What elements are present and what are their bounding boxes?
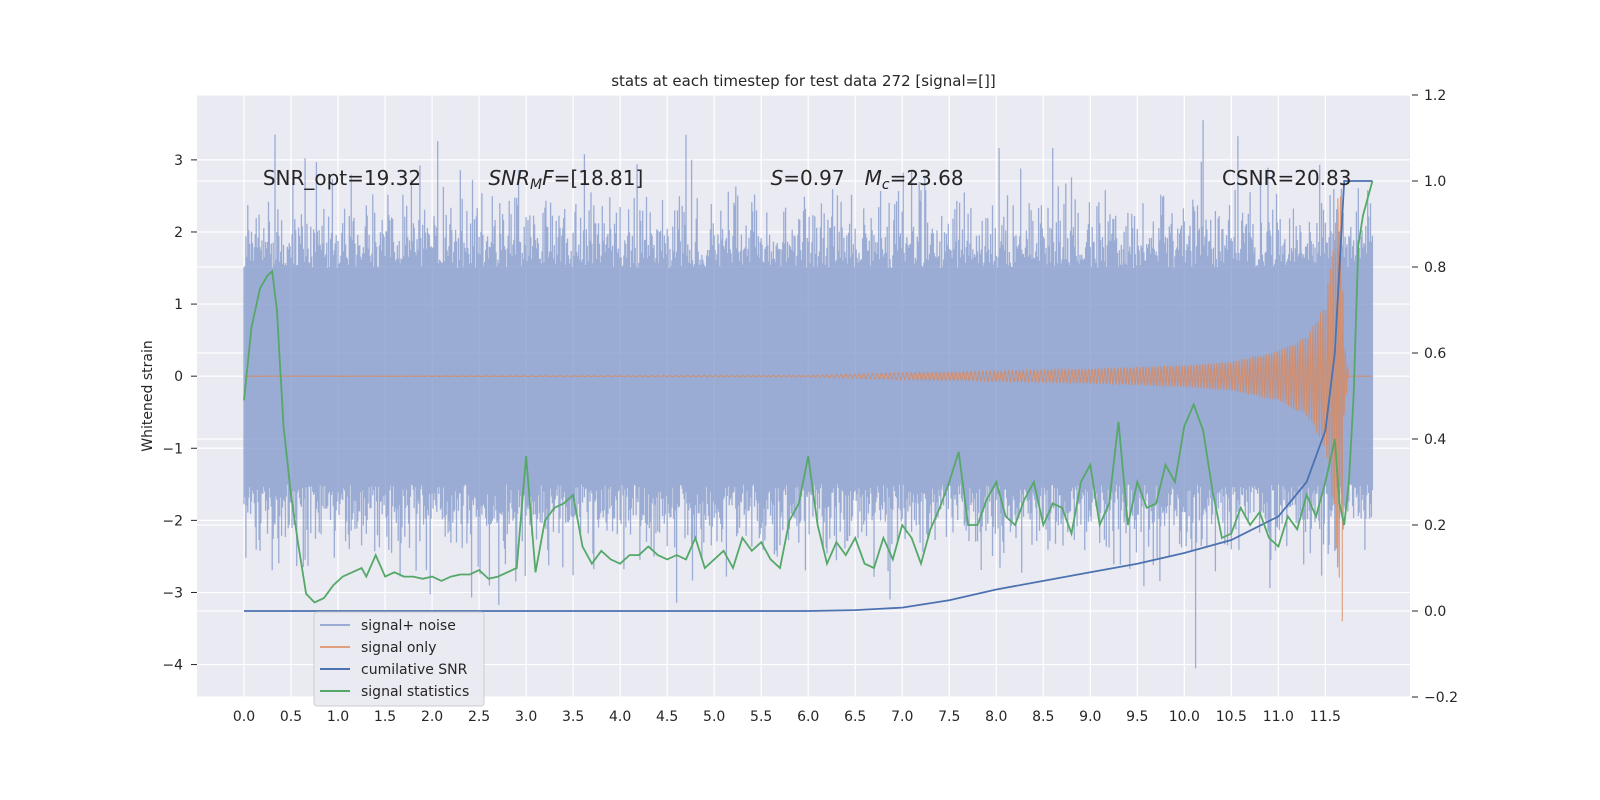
x-tick-label: 1.5	[374, 709, 396, 725]
x-tick-label: 4.0	[609, 709, 631, 725]
y2-tick-label: 0.0	[1424, 604, 1446, 620]
x-tick-label: 9.5	[1126, 709, 1148, 725]
y2-tick-label: −0.2	[1424, 690, 1458, 706]
y2-tick-label: 0.6	[1424, 346, 1446, 362]
legend-entry-3: signal statistics	[361, 684, 469, 700]
legend: signal+ noise signal only cumilative SNR si…	[313, 611, 485, 707]
legend-entry-1: signal only	[361, 640, 436, 656]
y2-tick-label: 1.0	[1424, 174, 1446, 190]
x-tick-label: 5.0	[703, 709, 725, 725]
x-tick-label: 10.5	[1216, 709, 1247, 725]
series-signal-statistics	[243, 180, 1374, 604]
x-tick-label: 4.5	[656, 709, 678, 725]
legend-box	[313, 611, 485, 707]
x-tick-label: 3.0	[515, 709, 537, 725]
x-tick-label: 2.5	[468, 709, 490, 725]
y-tick-label: 2	[174, 225, 183, 241]
annotation-4: CSNR=20.83	[1222, 166, 1352, 190]
y-axis-label: Whitened strain	[140, 340, 156, 451]
legend-entry-0: signal+ noise	[361, 618, 456, 634]
chart-title: stats at each timestep for test data 272…	[611, 72, 996, 90]
x-tick-label: 8.0	[985, 709, 1007, 725]
annotation-2: S=0.97	[771, 166, 845, 190]
x-tick-label: 9.0	[1079, 709, 1101, 725]
y-tick-label: 3	[174, 153, 183, 169]
series-signal-only	[244, 196, 1373, 622]
axes-layer: 0.0 0.5 1.0 1.5 2.0 2.5 3.0 3.5 4.0 4.5 5.0 5.5 6.0 6…	[162, 88, 1458, 725]
y2-tick-label: 0.4	[1424, 432, 1446, 448]
x-tick-label: 0.0	[233, 709, 255, 725]
y-tick-label: −4	[162, 658, 183, 674]
x-tick-label: 8.5	[1032, 709, 1054, 725]
x-tick-label: 2.0	[421, 709, 443, 725]
y2-tick-label: 0.2	[1424, 518, 1446, 534]
x-tick-label: 5.5	[750, 709, 772, 725]
y2-tick-label: 0.8	[1424, 260, 1446, 276]
x-tick-label: 10.0	[1169, 709, 1200, 725]
series-layer	[243, 120, 1374, 669]
annotations: SNR_opt=19.32 SNRMF=[18.81] S=0.97 Mc=23.68…	[263, 166, 1352, 193]
x-tick-label: 1.0	[327, 709, 349, 725]
annotation-1: SNRMF=[18.81]	[488, 166, 643, 193]
y-tick-label: −3	[162, 585, 183, 601]
x-tick-label: 7.5	[938, 709, 960, 725]
y-tick-label: −1	[162, 441, 183, 457]
x-tick-label: 6.5	[844, 709, 866, 725]
x-tick-label: 3.5	[562, 709, 584, 725]
series-cumulative-snr	[244, 180, 1373, 612]
y-tick-label: 0	[174, 369, 183, 385]
annotation-3: Mc=23.68	[865, 166, 964, 193]
x-tick-label: 0.5	[280, 709, 302, 725]
x-tick-label: 11.5	[1310, 709, 1341, 725]
y-tick-label: −2	[162, 513, 183, 529]
y-tick-label: 1	[174, 297, 183, 313]
y2-tick-label: 1.2	[1424, 88, 1446, 104]
annotation-0: SNR_opt=19.32	[263, 166, 421, 190]
x-tick-label: 7.0	[891, 709, 913, 725]
x-tick-label: 6.0	[797, 709, 819, 725]
legend-entry-2: cumilative SNR	[361, 662, 468, 678]
x-tick-label: 11.0	[1263, 709, 1294, 725]
